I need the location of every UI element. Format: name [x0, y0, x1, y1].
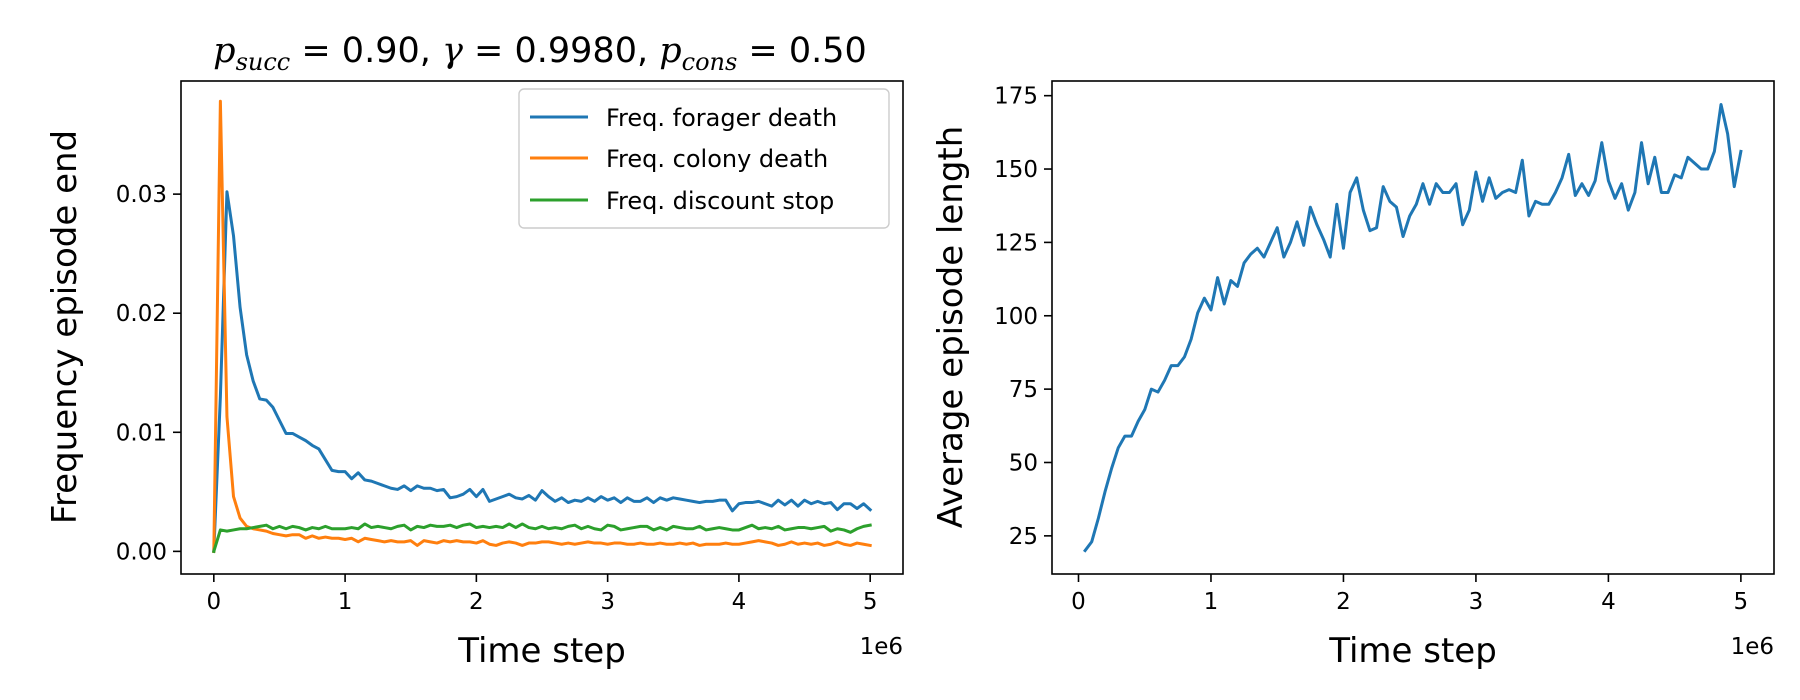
left-x-tick-label: 2 — [469, 589, 484, 615]
left-x-offset-label: 1e6 — [860, 634, 903, 660]
right-panel: 0 1 2 3 4 5 25 50 75 100 125 150 175 Time step Aver… — [931, 80, 1775, 671]
left-x-tick-label: 3 — [600, 589, 615, 615]
right-plot-frame — [1051, 80, 1775, 575]
right-x-ticks: 0 1 2 3 4 5 — [1071, 574, 1748, 615]
right-y-tick-label: 125 — [994, 230, 1038, 256]
legend-label-forager-death: Freq. forager death — [606, 104, 837, 132]
right-y-tick-label: 50 — [1009, 450, 1038, 476]
right-y-tick-label: 175 — [994, 84, 1038, 110]
right-y-ticks: 25 50 75 100 125 150 175 — [994, 84, 1052, 550]
right-x-tick-label: 0 — [1071, 589, 1086, 615]
right-x-axis-label: Time step — [1328, 631, 1497, 671]
left-series-group — [211, 99, 873, 554]
right-y-tick-label: 100 — [994, 304, 1038, 330]
legend-box — [518, 88, 890, 229]
left-x-ticks: 0 1 2 3 4 5 — [206, 574, 878, 615]
legend-label-colony-death: Freq. colony death — [606, 145, 828, 173]
left-x-tick-label: 1 — [338, 589, 353, 615]
left-y-tick-label: 0.02 — [116, 301, 167, 327]
right-y-tick-label: 25 — [1009, 524, 1038, 550]
right-x-offset-label: 1e6 — [1731, 634, 1774, 660]
right-x-tick-label: 1 — [1204, 589, 1219, 615]
left-x-tick-label: 5 — [863, 589, 878, 615]
left-y-tick-label: 0.01 — [116, 420, 167, 446]
right-y-tick-label: 75 — [1009, 377, 1038, 403]
left-y-ticks: 0.00 0.01 0.02 0.03 — [116, 182, 181, 565]
left-series-line-1 — [212, 99, 872, 553]
legend: Freq. forager death Freq. colony death F… — [518, 88, 890, 229]
left-series-line-0 — [212, 190, 873, 553]
right-y-tick-label: 150 — [994, 157, 1038, 183]
legend-label-discount-stop: Freq. discount stop — [606, 187, 834, 215]
right-y-axis-label: Average episode length — [931, 126, 971, 529]
left-x-tick-label: 0 — [206, 589, 221, 615]
right-x-tick-label: 3 — [1469, 589, 1484, 615]
left-y-axis-label: Frequency episode end — [45, 130, 85, 524]
left-y-tick-label: 0.03 — [116, 182, 167, 208]
left-panel: psucc = 0.90, γ = 0.9980, pcons = 0.50 0… — [45, 31, 904, 671]
left-series-line-2 — [211, 522, 872, 554]
left-chart-title: psucc = 0.90, γ = 0.9980, pcons = 0.50 — [213, 31, 867, 76]
right-x-tick-label: 5 — [1734, 589, 1749, 615]
right-x-tick-label: 2 — [1336, 589, 1351, 615]
left-x-tick-label: 4 — [732, 589, 747, 615]
left-plot-frame — [180, 80, 904, 575]
right-series-line-0 — [1083, 102, 1743, 553]
left-y-tick-label: 0.00 — [116, 539, 167, 565]
right-x-tick-label: 4 — [1601, 589, 1616, 615]
right-series-group — [1083, 102, 1743, 553]
left-x-axis-label: Time step — [457, 631, 626, 671]
